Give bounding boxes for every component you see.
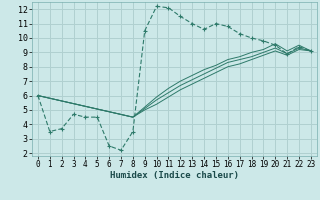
X-axis label: Humidex (Indice chaleur): Humidex (Indice chaleur) <box>110 171 239 180</box>
